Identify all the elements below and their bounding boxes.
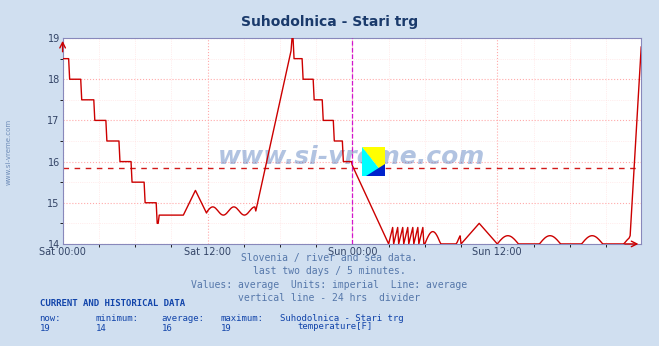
Text: maximum:: maximum: <box>221 314 264 323</box>
Text: minimum:: minimum: <box>96 314 138 323</box>
Text: vertical line - 24 hrs  divider: vertical line - 24 hrs divider <box>239 293 420 303</box>
Text: last two days / 5 minutes.: last two days / 5 minutes. <box>253 266 406 276</box>
Text: Slovenia / river and sea data.: Slovenia / river and sea data. <box>241 253 418 263</box>
Text: Suhodolnica - Stari trg: Suhodolnica - Stari trg <box>241 16 418 29</box>
Text: 16: 16 <box>161 325 172 334</box>
Polygon shape <box>366 164 385 176</box>
Text: www.si-vreme.com: www.si-vreme.com <box>218 145 486 170</box>
Polygon shape <box>362 147 385 176</box>
Text: 19: 19 <box>221 325 231 334</box>
Text: www.si-vreme.com: www.si-vreme.com <box>5 119 12 185</box>
Text: temperature[F]: temperature[F] <box>297 322 372 331</box>
Text: now:: now: <box>40 314 61 323</box>
Text: CURRENT AND HISTORICAL DATA: CURRENT AND HISTORICAL DATA <box>40 299 185 308</box>
Text: Values: average  Units: imperial  Line: average: Values: average Units: imperial Line: av… <box>191 280 468 290</box>
Text: 14: 14 <box>96 325 106 334</box>
Text: average:: average: <box>161 314 204 323</box>
Text: Suhodolnica - Stari trg: Suhodolnica - Stari trg <box>280 314 404 323</box>
Text: 19: 19 <box>40 325 50 334</box>
Polygon shape <box>362 147 385 176</box>
